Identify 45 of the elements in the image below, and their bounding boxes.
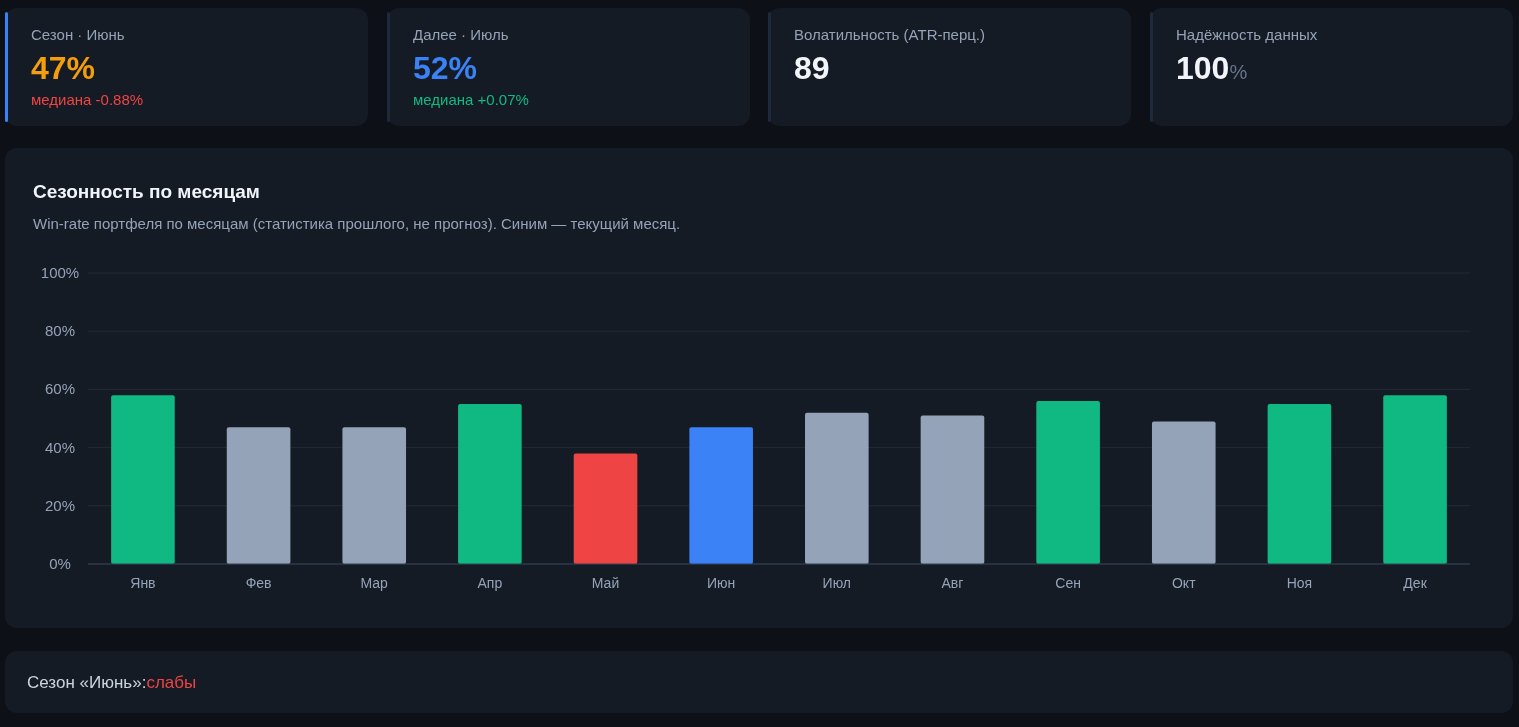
text: 100 (1176, 50, 1230, 86)
y-tick-label: 100% (40, 264, 80, 281)
text: 52% (413, 50, 478, 86)
y-tick-label: 40% (44, 438, 76, 456)
chart-subtitle: Win-rate портфеля по месяцам (статистика прошлого, не прогноз). Синим — текущий месяц. (33, 215, 681, 232)
bar (458, 403, 522, 564)
bar (1267, 403, 1332, 564)
x-tick-label: Май (591, 575, 620, 591)
bar (689, 427, 753, 564)
bar (342, 427, 407, 564)
x-tick-label: Июн (707, 575, 736, 591)
bar (111, 395, 175, 564)
text: 47% (31, 50, 96, 86)
x-tick-label: Ноя (1286, 575, 1313, 591)
text: Сезон «Июнь»: (27, 673, 147, 692)
x-tick-label: Апр (477, 575, 503, 591)
text: медиана +0.07% (413, 91, 529, 108)
text: % (1229, 61, 1248, 83)
text: 89 (794, 50, 830, 86)
y-tick-label: 0% (49, 555, 71, 572)
bar (573, 453, 638, 564)
bar (805, 412, 869, 564)
x-tick-label: Июл (822, 575, 852, 591)
bar (920, 415, 985, 564)
text: медиана -0.88% (31, 91, 144, 108)
text: Надёжность данных (1176, 26, 1318, 43)
text: Волатильность (ATR-перц.) (794, 26, 986, 43)
bar (1151, 421, 1216, 564)
text: Сезон · Июнь (31, 26, 125, 43)
bar (1036, 401, 1100, 564)
text: слабы (146, 673, 197, 692)
bar (226, 427, 291, 564)
chart-title: Сезонность по месяцам (33, 181, 260, 202)
bar (1383, 395, 1447, 564)
x-tick-label: Мар (360, 575, 389, 591)
x-tick-label: Дек (1403, 575, 1428, 591)
x-tick-label: Сен (1055, 575, 1081, 591)
y-tick-label: 80% (44, 322, 76, 340)
x-tick-label: Янв (130, 575, 156, 591)
text: Далее · Июль (413, 26, 509, 43)
x-tick-label: Окт (1171, 575, 1197, 591)
y-tick-label: 20% (44, 496, 76, 514)
x-tick-label: Авг (941, 575, 964, 591)
y-tick-label: 60% (44, 380, 76, 398)
x-tick-label: Фев (245, 575, 272, 591)
